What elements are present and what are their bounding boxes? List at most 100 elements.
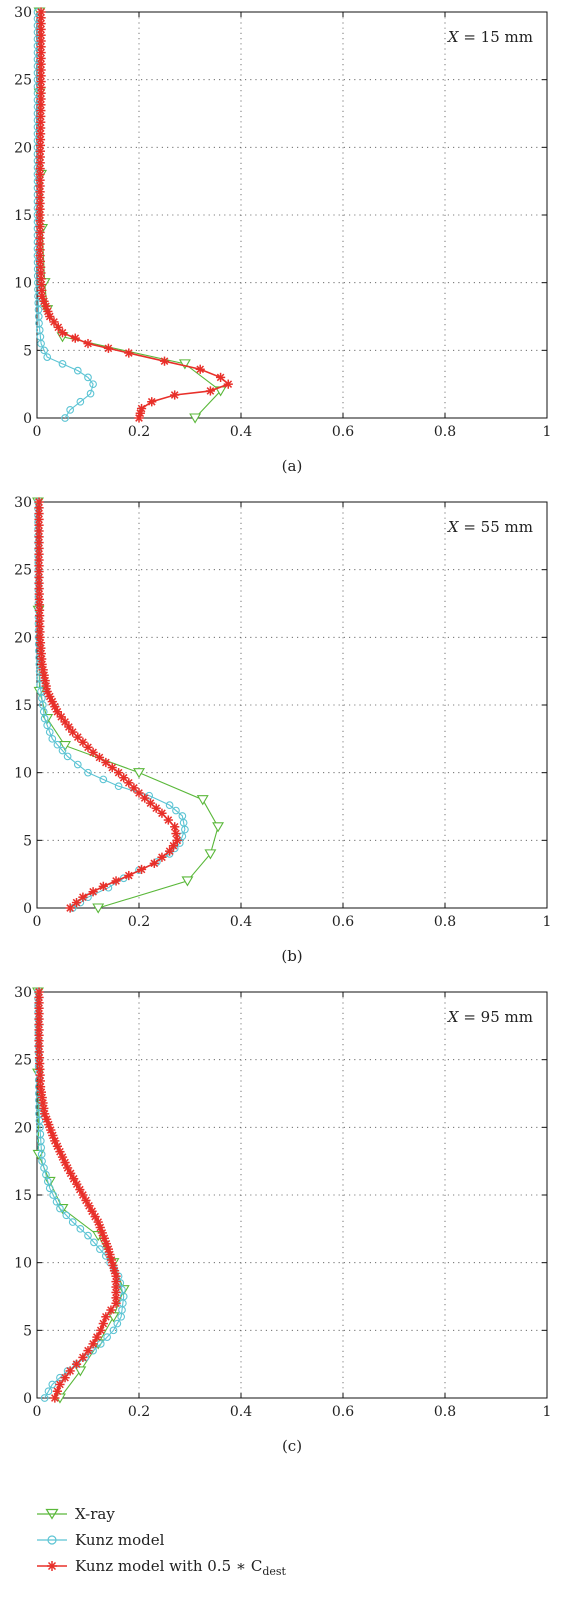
legend-label-xray: X-ray (75, 1505, 115, 1523)
data-point (101, 757, 111, 768)
data-point (78, 1190, 88, 1200)
x-tick-label: 0.4 (230, 1404, 252, 1420)
data-point (61, 414, 69, 422)
data-point (35, 1058, 45, 1069)
data-point (36, 117, 46, 127)
data-point (36, 94, 46, 104)
data-point (34, 497, 44, 507)
data-point (71, 1359, 82, 1369)
data-point (83, 338, 93, 349)
data-point (136, 864, 147, 875)
data-point (34, 526, 44, 536)
data-point (36, 7, 46, 17)
data-point (43, 721, 52, 730)
data-point (35, 140, 46, 150)
data-point (64, 722, 74, 732)
data-point (71, 897, 82, 908)
data-point (88, 887, 98, 897)
series-circle (34, 498, 189, 912)
series-asterisk (34, 497, 182, 913)
data-point (119, 1292, 128, 1301)
panel-annotation: X = 95 mm (447, 1008, 533, 1026)
data-point (34, 1053, 45, 1063)
panel-annotation: X = 15 mm (447, 28, 533, 46)
data-point (73, 760, 82, 769)
data-point (76, 1224, 85, 1233)
data-point (113, 1319, 122, 1328)
panel-caption: (b) (281, 947, 302, 965)
data-point (88, 1339, 98, 1349)
y-tick-label: 5 (23, 833, 32, 849)
legend-entry-kunz-cdest: Kunz model with 0.5 ∗ Cdest (37, 1557, 287, 1578)
data-point (94, 752, 105, 763)
data-point (114, 768, 124, 778)
data-point (74, 1366, 87, 1377)
data-point (39, 1103, 49, 1113)
data-point (36, 268, 46, 278)
x-tick-label: 0.8 (434, 1404, 456, 1420)
data-point (68, 727, 78, 737)
data-point (103, 1333, 111, 1341)
data-point (58, 746, 67, 755)
data-point (81, 1195, 91, 1206)
y-tick-label: 10 (14, 276, 32, 292)
data-point (57, 328, 68, 338)
data-point (78, 1352, 88, 1362)
data-point (35, 169, 45, 179)
annotation-value: = 95 mm (459, 1008, 533, 1026)
series-triangle-down (32, 497, 225, 914)
data-point (35, 129, 46, 139)
data-point (34, 555, 44, 565)
x-tick-label: 0.8 (434, 914, 456, 930)
data-point (68, 1218, 77, 1226)
y-tick-label: 30 (14, 495, 32, 511)
data-point (159, 356, 170, 366)
data-point (72, 1179, 82, 1189)
legend-label-kunz-cdest-sub: dest (262, 1565, 286, 1578)
data-point (172, 835, 182, 845)
data-point (181, 876, 194, 887)
x-tick-label: 0 (33, 1404, 42, 1420)
data-point (157, 808, 167, 818)
data-point (53, 322, 63, 332)
data-point (36, 24, 46, 34)
data-point (107, 762, 117, 773)
data-point (124, 870, 134, 881)
data-point (35, 204, 45, 214)
series-asterisk (34, 987, 121, 1403)
data-point (43, 353, 52, 361)
data-point (36, 274, 46, 284)
x-tick-label: 0.2 (128, 1404, 150, 1420)
data-point (170, 822, 180, 832)
data-point (106, 1305, 116, 1315)
x-tick-label: 1 (543, 424, 552, 440)
x-tick-label: 0.6 (332, 1404, 354, 1420)
data-point (35, 146, 45, 156)
data-point (34, 543, 44, 553)
data-point (65, 1366, 75, 1376)
data-point (136, 403, 147, 414)
data-point (42, 686, 52, 697)
series-line (37, 501, 219, 909)
y-tick-label: 10 (14, 1256, 32, 1272)
data-point (84, 1231, 92, 1240)
data-point (212, 822, 225, 833)
data-point (165, 801, 174, 809)
data-point (60, 1373, 70, 1383)
data-point (172, 806, 180, 815)
x-tick-label: 0.2 (128, 424, 150, 440)
data-point (37, 291, 47, 301)
data-point (92, 903, 105, 914)
data-point (65, 903, 75, 913)
data-point (35, 181, 45, 191)
data-point (60, 717, 70, 727)
data-point (35, 1064, 45, 1074)
data-point (99, 775, 108, 784)
data-point (46, 1125, 56, 1135)
series-line (38, 992, 117, 1399)
y-tick-label: 10 (14, 766, 32, 782)
